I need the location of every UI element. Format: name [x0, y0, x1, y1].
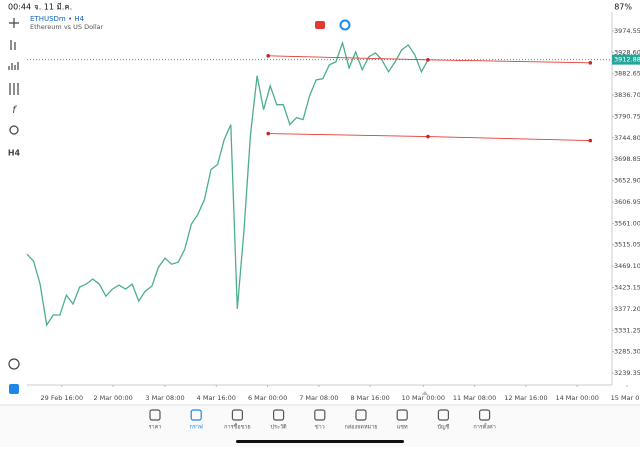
nav-label[interactable]: การตั้งค่า [473, 423, 495, 431]
x-tick-label: 11 Mar 08:00 [453, 394, 496, 402]
x-tick-label: 8 Mar 16:00 [350, 394, 389, 402]
trendline-point [588, 61, 593, 65]
x-tick-label: 29 Feb 16:00 [41, 394, 84, 402]
y-tick-label: 3882.65 [614, 70, 640, 78]
nav-label[interactable]: กล่องจดหมาย [344, 425, 377, 431]
crosshair-tool[interactable] [9, 18, 19, 28]
left-toolbar: f H4 [8, 18, 21, 394]
nav-label[interactable]: กราฟ [190, 424, 203, 431]
nav-icon[interactable] [479, 409, 491, 421]
nav-icon[interactable] [231, 409, 243, 421]
nav-icon[interactable] [149, 409, 161, 421]
function-tool[interactable]: f [12, 105, 17, 116]
x-tick-label: 10 Mar 00:00 [402, 394, 445, 402]
y-tick-label: 3836.70 [614, 91, 640, 99]
nav-label[interactable]: แชท [397, 424, 408, 431]
home-indicator [236, 440, 404, 443]
nav-icon[interactable] [190, 409, 202, 421]
y-tick-label: 3974.55 [614, 27, 640, 35]
current-price-label: 3912.88 [614, 56, 640, 64]
x-tick-label: 4 Mar 16:00 [197, 394, 236, 402]
scroll-marker [422, 391, 428, 395]
trendline-point [426, 134, 430, 139]
nav-label[interactable]: ประวัติ [271, 424, 287, 431]
y-tick-label: 3515.05 [614, 241, 640, 249]
search-tool[interactable] [8, 358, 20, 370]
current-price-box [612, 54, 640, 65]
shapes-tool[interactable] [9, 125, 19, 135]
symbol-description: Ethereum vs US Dollar [30, 23, 104, 31]
x-tick-label: 14 Mar 00:00 [555, 394, 598, 402]
y-tick-label: 3652.90 [614, 177, 640, 185]
y-tick-label: 3239.35 [614, 369, 640, 377]
nav-label[interactable]: ข่าว [315, 425, 325, 431]
y-tick-label: 3285.30 [614, 348, 640, 356]
buy-icon[interactable] [339, 19, 351, 31]
nav-label[interactable]: การซื้อขาย [224, 423, 250, 431]
nav-icon[interactable] [437, 409, 449, 421]
y-tick-label: 3423.15 [614, 283, 640, 291]
y-tick-label: 3377.20 [614, 305, 640, 313]
y-tick-label: 3469.10 [614, 262, 640, 270]
y-tick-label: 3744.80 [614, 134, 640, 142]
x-tick-label: 15 Mar 08 [611, 394, 640, 402]
x-tick-label: 3 Mar 08:00 [145, 394, 184, 402]
x-tick-label: 7 Mar 08:00 [299, 394, 338, 402]
nav-icon[interactable] [355, 409, 367, 421]
nav-icon[interactable] [314, 409, 326, 421]
x-tick-label: 2 Mar 00:00 [93, 394, 132, 402]
objects-tool[interactable] [9, 83, 19, 95]
chart-type-tool[interactable] [10, 40, 16, 50]
nav-label[interactable]: ราคา [149, 425, 162, 431]
sell-icon[interactable] [315, 21, 325, 29]
price-line [26, 40, 429, 327]
status-date: จ. 11 มี.ค. [34, 3, 72, 12]
trendline-point [588, 138, 593, 143]
nav-label[interactable]: บัญชี [437, 424, 449, 431]
symbol-name[interactable]: ETHUSDm • H4 [30, 15, 85, 23]
app-icon[interactable] [9, 384, 19, 394]
trendline-point [266, 54, 271, 58]
y-tick-label: 3606.95 [614, 198, 640, 206]
x-tick-label: 6 Mar 00:00 [248, 394, 287, 402]
timeframe-tool[interactable]: H4 [8, 149, 21, 158]
nav-icon[interactable] [273, 409, 285, 421]
trendline-point [266, 131, 271, 136]
indicators-tool[interactable] [8, 62, 19, 70]
status-time: 00:44 [8, 3, 31, 12]
y-tick-label: 3790.75 [614, 112, 640, 120]
trendline-point [426, 58, 430, 62]
status-battery: 87% [614, 3, 632, 12]
y-tick-label: 3928.60 [614, 48, 640, 56]
y-tick-label: 3698.85 [614, 155, 640, 163]
y-tick-label: 3331.25 [614, 326, 640, 334]
y-tick-label: 3561.00 [614, 219, 640, 227]
x-tick-label: 12 Mar 16:00 [504, 394, 547, 402]
nav-icon[interactable] [396, 409, 408, 421]
